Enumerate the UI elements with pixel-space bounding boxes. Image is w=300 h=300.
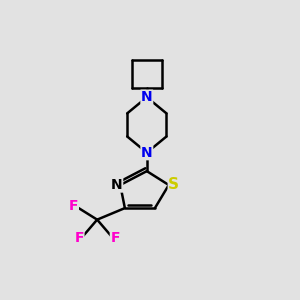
Text: N: N — [141, 90, 153, 104]
Text: F: F — [69, 199, 78, 213]
Text: F: F — [110, 231, 120, 245]
Text: N: N — [141, 146, 153, 160]
Text: N: N — [111, 178, 123, 192]
Text: F: F — [74, 231, 84, 245]
Text: S: S — [168, 178, 179, 193]
